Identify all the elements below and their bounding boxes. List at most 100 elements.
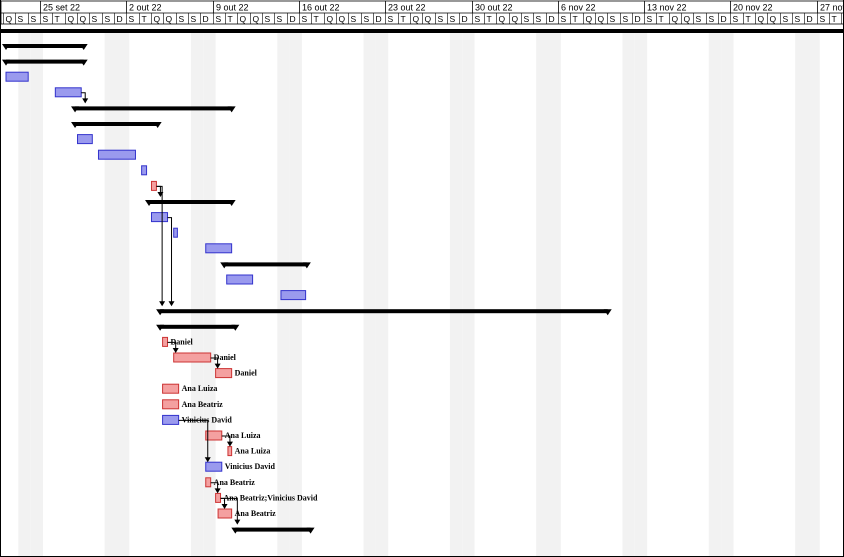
day-letter: T: [573, 14, 578, 24]
task-resource-label: Daniel: [235, 369, 258, 378]
day-letter: T: [746, 14, 751, 24]
task-bar[interactable]: [215, 368, 233, 379]
day-letter: Q: [240, 14, 247, 24]
day-letter: T: [314, 14, 319, 24]
weekend-column: [548, 31, 561, 556]
summary-end-cap: [231, 324, 240, 331]
summary-bar[interactable]: [160, 324, 236, 329]
weekend-column: [536, 31, 549, 556]
task-bar[interactable]: [205, 477, 212, 488]
weekend-column: [363, 31, 376, 556]
task-bar[interactable]: [226, 274, 254, 285]
summary-bar[interactable]: [75, 106, 232, 111]
task-bar[interactable]: [205, 243, 233, 254]
day-letter: D: [376, 14, 382, 24]
task-bar[interactable]: [77, 134, 93, 145]
day-letter: D: [721, 14, 727, 24]
week-label: 27 nov 22: [820, 3, 844, 13]
dependency-line: [178, 419, 209, 462]
summary-start-cap: [71, 122, 80, 128]
day-letter: Q: [499, 14, 506, 24]
dependency-arrowhead: [172, 348, 179, 353]
task-resource-label: Daniel: [171, 337, 194, 346]
day-letter: Q: [512, 14, 519, 24]
day-letter: Q: [80, 14, 87, 24]
day-letter: S: [364, 14, 370, 24]
task-bar[interactable]: [173, 227, 178, 238]
task-bar[interactable]: [162, 399, 180, 410]
weekend-column: [721, 31, 734, 556]
summary-end-cap: [302, 262, 311, 269]
dependency-arrowhead: [168, 301, 175, 307]
day-letter: T: [659, 14, 664, 24]
task-bar[interactable]: [97, 149, 136, 160]
summary-end-cap: [603, 309, 612, 316]
summary-end-cap: [79, 59, 88, 66]
weekend-column: [449, 31, 463, 556]
day-letter: S: [820, 14, 826, 24]
week-label: 13 nov 22: [647, 3, 687, 13]
week-label: 20 nov 22: [733, 3, 773, 13]
dependency-arrowhead: [204, 457, 211, 463]
task-bar[interactable]: [150, 180, 157, 191]
task-bar[interactable]: [150, 212, 169, 223]
task-resource-label: Ana Luiza: [235, 447, 271, 456]
task-bar[interactable]: [215, 492, 222, 503]
task-bar[interactable]: [141, 165, 148, 176]
day-letter: Q: [586, 14, 593, 24]
day-letter: S: [43, 14, 49, 24]
day-letter: S: [351, 14, 357, 24]
task-resource-label: Ana Beatriz;Vinicius David: [224, 493, 318, 502]
day-letter: D: [117, 14, 123, 24]
dependency-arrowhead: [221, 504, 228, 509]
task-resource-label: Ana Luiza: [225, 431, 261, 440]
task-bar[interactable]: [217, 508, 233, 519]
week-label: 30 out 22: [475, 3, 513, 13]
day-letter: S: [610, 14, 616, 24]
weekend-column: [795, 31, 808, 556]
dependency-line: [220, 497, 238, 524]
task-bar[interactable]: [162, 414, 180, 425]
summary-bar[interactable]: [160, 309, 608, 314]
dependency-arrowhead: [159, 301, 166, 307]
summary-end-cap: [227, 106, 236, 113]
day-letter: Q: [684, 14, 691, 24]
task-bar[interactable]: [173, 352, 212, 363]
task-bar[interactable]: [205, 461, 223, 472]
summary-bar[interactable]: [6, 44, 84, 48]
task-bar[interactable]: [280, 290, 307, 301]
week-label: 9 out 22: [216, 3, 249, 13]
summary-start-cap: [2, 44, 10, 50]
day-letter: Q: [154, 14, 161, 24]
summary-bar[interactable]: [235, 527, 311, 532]
summary-bar[interactable]: [149, 200, 232, 204]
summary-bar[interactable]: [224, 262, 307, 267]
day-letter: Q: [672, 14, 679, 24]
task-resource-label: Ana Beatriz: [182, 400, 224, 409]
week-label: 2 out 22: [129, 3, 162, 13]
task-bar[interactable]: [162, 336, 169, 347]
weekend-column: [18, 31, 31, 556]
week-label: 16 out 22: [302, 3, 340, 13]
task-bar[interactable]: [227, 446, 233, 457]
dependency-arrowhead: [214, 488, 221, 494]
day-letter: S: [733, 14, 739, 24]
task-bar[interactable]: [162, 383, 180, 394]
day-letter: S: [216, 14, 222, 24]
summary-end-cap: [306, 527, 315, 534]
dependency-arrowhead: [226, 441, 233, 447]
week-label: 25 set 22: [43, 3, 80, 13]
day-letter: S: [129, 14, 135, 24]
day-letter: S: [783, 14, 789, 24]
summary-bar[interactable]: [75, 122, 158, 126]
summary-end-cap: [153, 122, 162, 128]
summary-start-cap: [156, 324, 165, 331]
day-letter: T: [832, 14, 837, 24]
day-letter: Q: [770, 14, 777, 24]
task-bar[interactable]: [54, 87, 82, 98]
task-bar[interactable]: [5, 71, 29, 82]
day-letter: T: [142, 14, 147, 24]
day-letter: Q: [327, 14, 334, 24]
day-letter: Q: [413, 14, 420, 24]
summary-bar[interactable]: [6, 59, 84, 64]
